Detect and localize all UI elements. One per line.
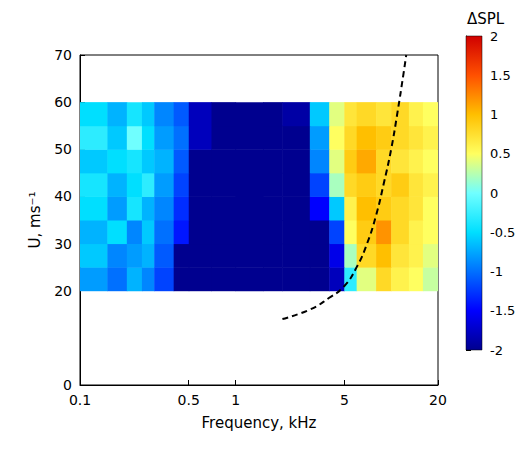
svg-text:40: 40 — [54, 188, 72, 204]
svg-text:20: 20 — [429, 392, 447, 408]
svg-text:Frequency, kHz: Frequency, kHz — [202, 414, 317, 432]
svg-text:0.5: 0.5 — [490, 146, 511, 161]
svg-text:U, ms⁻¹: U, ms⁻¹ — [26, 192, 44, 249]
svg-text:-1.5: -1.5 — [490, 303, 515, 318]
svg-text:60: 60 — [54, 94, 72, 110]
svg-text:-1: -1 — [490, 264, 503, 279]
svg-text:1: 1 — [490, 107, 498, 122]
svg-text:50: 50 — [54, 141, 72, 157]
svg-text:1: 1 — [231, 392, 240, 408]
svg-text:30: 30 — [54, 236, 72, 252]
svg-text:ΔSPL: ΔSPL — [467, 10, 505, 28]
svg-text:0.1: 0.1 — [69, 392, 91, 408]
svg-text:0: 0 — [490, 186, 498, 201]
svg-text:20: 20 — [54, 283, 72, 299]
svg-text:0: 0 — [63, 377, 72, 393]
svg-text:-2: -2 — [490, 343, 503, 358]
svg-text:1.5: 1.5 — [490, 68, 511, 83]
svg-text:5: 5 — [340, 392, 349, 408]
svg-text:70: 70 — [54, 47, 72, 63]
svg-text:2: 2 — [490, 29, 498, 44]
svg-text:0.5: 0.5 — [178, 392, 200, 408]
svg-text:-0.5: -0.5 — [490, 225, 515, 240]
